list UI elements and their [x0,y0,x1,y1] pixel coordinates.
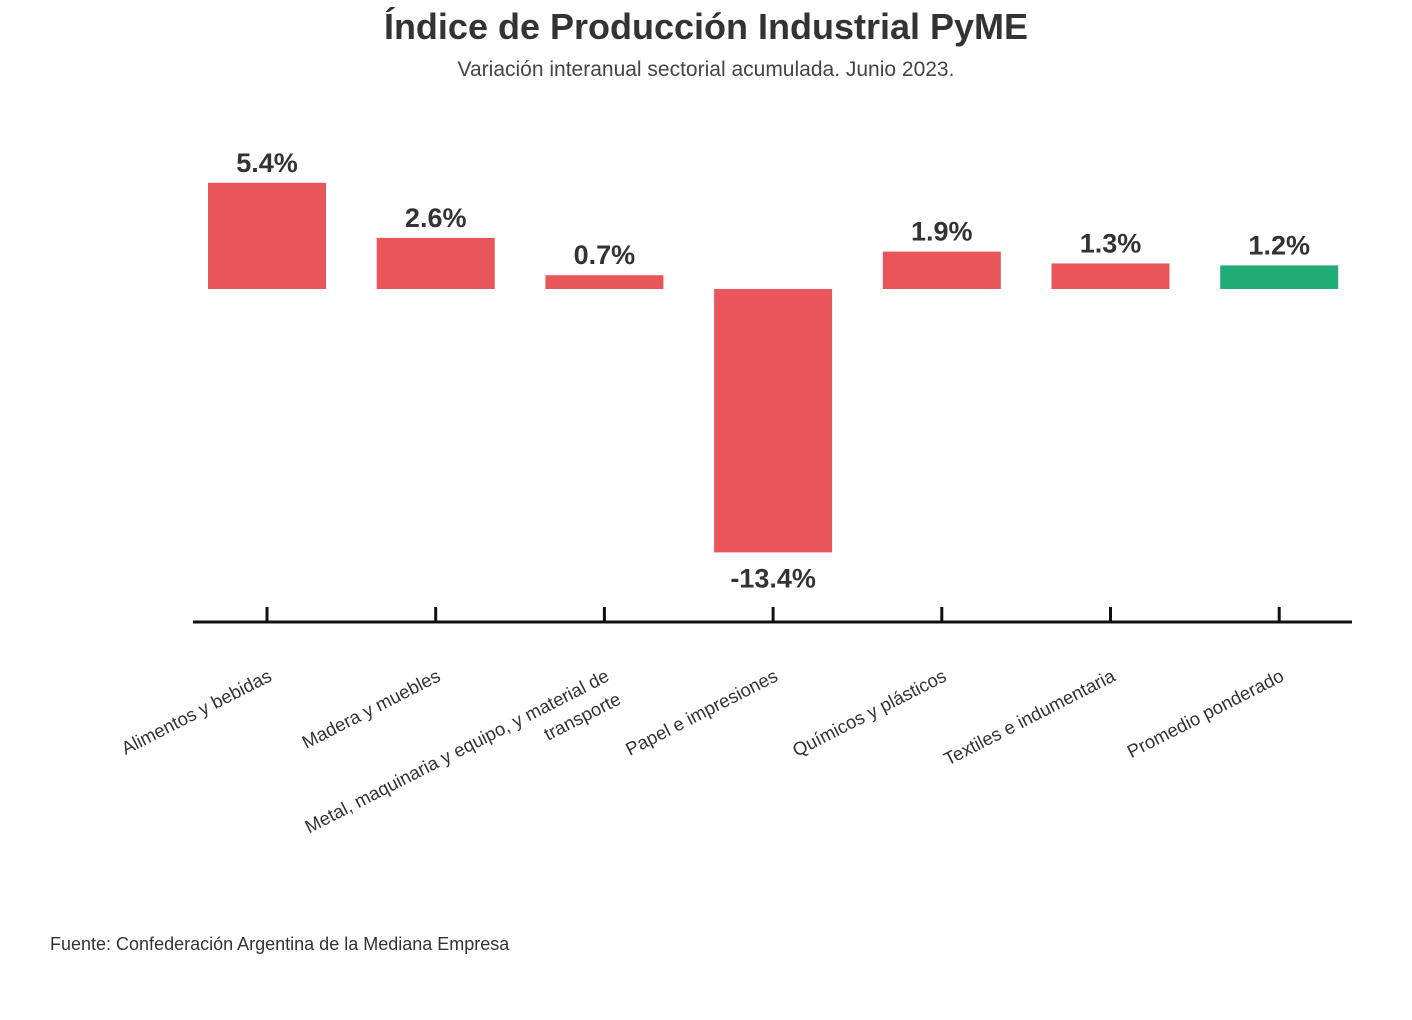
x-axis [193,607,1352,624]
data-label-textiles-e-indumentaria: 1.3% [1080,228,1142,258]
bar-textiles-e-indumentaria [1051,263,1170,289]
data-label-metal-maquinaria-y-equipo-y-material-de-transporte: 0.7% [574,240,636,270]
x-tick-label-papel-e-impresiones: Papel e impresiones [622,665,781,760]
bar-metal-maquinaria-y-equipo-y-material-de-transporte [545,275,664,289]
bar-madera-y-muebles [376,237,495,289]
data-labels-layer: 5.4% 2.6% 0.7% -13.4% 1.9% 1.3% 1.2% [236,148,1310,594]
x-tick-label-line: Promedio ponderado [1124,665,1287,762]
x-tick-label-metal-maquinaria-y-equipo-y-material-de-transporte: Metal, maquinaria y equipo, y material d… [301,665,624,860]
x-tick-label-quimicos-y-plasticos: Químicos y plásticos [789,665,950,761]
chart-subtitle: Variación interanual sectorial acumulada… [457,58,955,81]
x-tick-labels-layer: Alimentos y bebidas Madera y mueblesMetal… [118,665,1287,860]
data-label-quimicos-y-plasticos: 1.9% [911,217,973,247]
x-tick-label-line: Papel e impresiones [622,665,781,760]
bars-layer [208,182,1339,553]
chart-title: Índice de Producción Industrial PyME [383,6,1029,47]
bar-papel-e-impresiones [714,289,833,553]
data-label-alimentos-y-bebidas: 5.4% [236,148,298,178]
data-label-papel-e-impresiones: -13.4% [730,563,816,593]
x-tick-label-line: Madera y muebles [298,665,443,753]
bar-promedio-ponderado [1220,265,1339,289]
data-label-madera-y-muebles: 2.6% [405,203,467,233]
x-tick-label-line: Alimentos y bebidas [118,665,275,759]
data-label-promedio-ponderado: 1.2% [1248,230,1310,260]
bar-alimentos-y-bebidas [208,182,326,289]
x-tick-label-madera-y-muebles: Madera y muebles [298,665,443,753]
bar-quimicos-y-plasticos [882,251,1001,289]
source-note: Fuente: Confederación Argentina de la Me… [50,934,510,954]
x-tick-label-line: Metal, maquinaria y equipo, y material d… [301,665,612,837]
x-tick-label-alimentos-y-bebidas: Alimentos y bebidas [118,665,275,759]
x-tick-label-textiles-e-indumentaria: Textiles e indumentaria [940,665,1119,770]
x-tick-label-promedio-ponderado: Promedio ponderado [1124,665,1287,762]
x-tick-label-line: Textiles e indumentaria [940,665,1119,770]
x-tick-label-line: Químicos y plásticos [789,665,950,761]
